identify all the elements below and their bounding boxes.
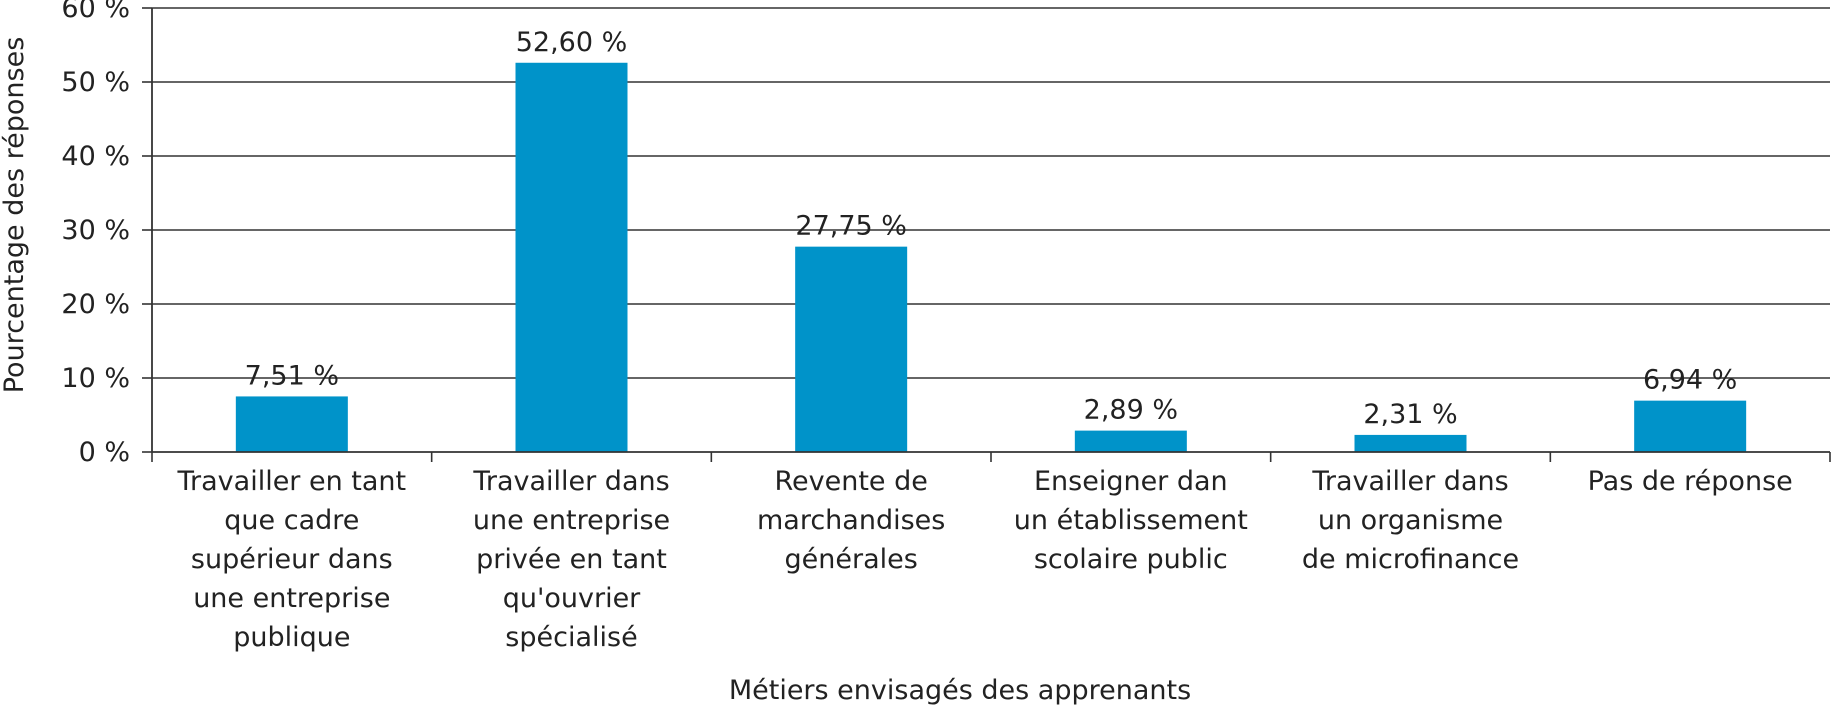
x-tick-label: Travailler dans un organisme de microfinan…: [1302, 466, 1519, 575]
bar: [795, 246, 908, 452]
data-label: 7,51 %: [245, 360, 339, 391]
x-tick-label: Pas de réponse: [1588, 466, 1793, 497]
x-tick-label-line: Travailler dans: [472, 466, 669, 497]
grid-lines: [152, 7, 1830, 379]
x-tick-label-line: un organisme: [1318, 505, 1503, 536]
x-tick-label-line: un établissement: [1014, 505, 1248, 536]
y-tick-label: 10 %: [61, 363, 130, 394]
x-tick-label-line: que cadre: [224, 505, 359, 536]
x-tick-label-line: qu'ouvrier: [503, 583, 641, 614]
y-tick-label: 0 %: [79, 437, 130, 468]
bars: [235, 62, 1747, 452]
x-axis-title: Métiers envisagés des apprenants: [729, 675, 1191, 706]
x-tick-label-line: Revente de: [774, 466, 927, 497]
y-tick-label: 30 %: [61, 215, 130, 246]
x-tick-label-line: marchandises: [757, 505, 945, 536]
y-tick-label: 40 %: [61, 141, 130, 172]
y-tick-label: 20 %: [61, 289, 130, 320]
bar: [515, 62, 628, 452]
x-tick-label: Travailler en tant que cadre supérieur dan…: [177, 466, 407, 653]
bar: [1634, 400, 1747, 452]
x-tick-label-line: supérieur dans: [191, 544, 393, 575]
x-tick-label: Travailler dans une entreprise privée en t…: [472, 466, 670, 653]
x-tick-label-line: Travailler dans: [1311, 466, 1508, 497]
data-label: 52,60 %: [516, 27, 628, 58]
x-tick-label-line: Pas de réponse: [1588, 466, 1793, 497]
x-tick-label-line: Enseigner dan: [1034, 466, 1228, 497]
y-tick-label: 50 %: [61, 67, 130, 98]
axes: [142, 7, 1831, 462]
x-tick-label-line: spécialisé: [505, 622, 637, 653]
bar: [1354, 434, 1467, 452]
x-tick-label-line: une entreprise: [193, 583, 390, 614]
x-tick-label-line: publique: [233, 622, 350, 653]
data-label: 6,94 %: [1643, 365, 1737, 396]
x-tick-label: Enseigner dan un établissement scolaire pu…: [1014, 466, 1248, 575]
x-tick-label-line: privée en tant: [476, 544, 667, 575]
data-label: 27,75 %: [795, 211, 907, 242]
bar: [1074, 430, 1187, 452]
x-tick-label: Revente de marchandises générales: [757, 466, 945, 575]
x-tick-label-line: générales: [785, 544, 918, 575]
x-tick-label-line: scolaire public: [1034, 544, 1228, 575]
x-tick-label-line: Travailler en tant: [177, 466, 407, 497]
x-tick-label-line: de microfinance: [1302, 544, 1519, 575]
data-label: 2,89 %: [1084, 395, 1178, 426]
y-axis-title: Pourcentage des réponses: [0, 37, 30, 394]
x-tick-label-line: une entreprise: [473, 505, 670, 536]
labels: 0 % 10 % 20 % 30 % 40 % 50 % 60 % 7,51 % Travail…: [61, 0, 1792, 653]
y-tick-label: 60 %: [61, 0, 130, 24]
data-label: 2,31 %: [1363, 399, 1457, 430]
bar: [235, 396, 348, 452]
